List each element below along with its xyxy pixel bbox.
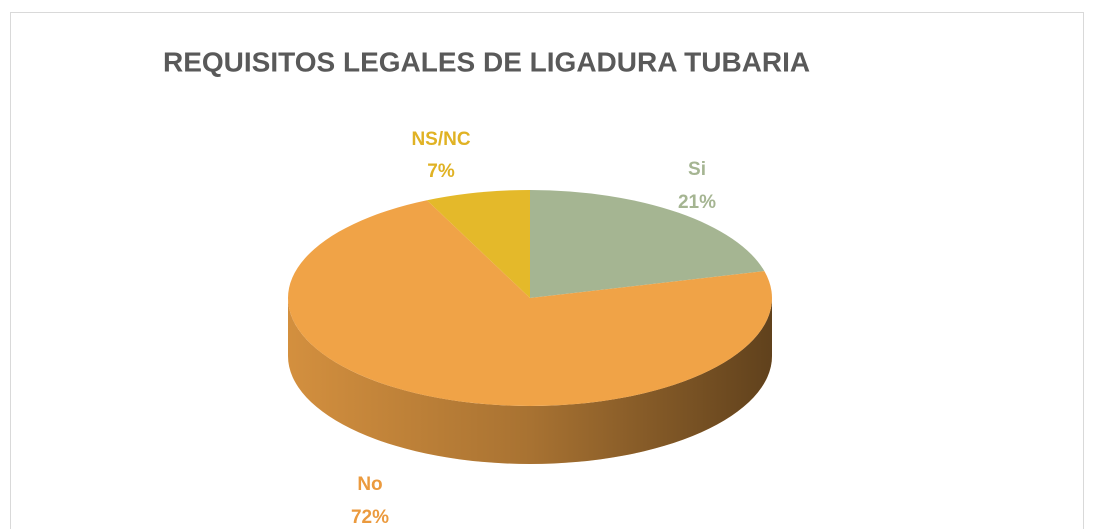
side-shade — [288, 298, 772, 464]
data-label: 7% — [427, 161, 455, 182]
data-label: 72% — [351, 507, 389, 528]
pie-slice — [426, 190, 530, 298]
pie-slice — [530, 190, 765, 298]
category-label: No — [357, 474, 382, 495]
pie-slice — [287, 200, 772, 406]
chart-title: REQUISITOS LEGALES DE LIGADURA TUBARIA — [163, 46, 810, 77]
category-label: NS/NC — [411, 129, 470, 150]
category-label: Si — [688, 159, 706, 180]
data-label: 21% — [678, 192, 716, 213]
